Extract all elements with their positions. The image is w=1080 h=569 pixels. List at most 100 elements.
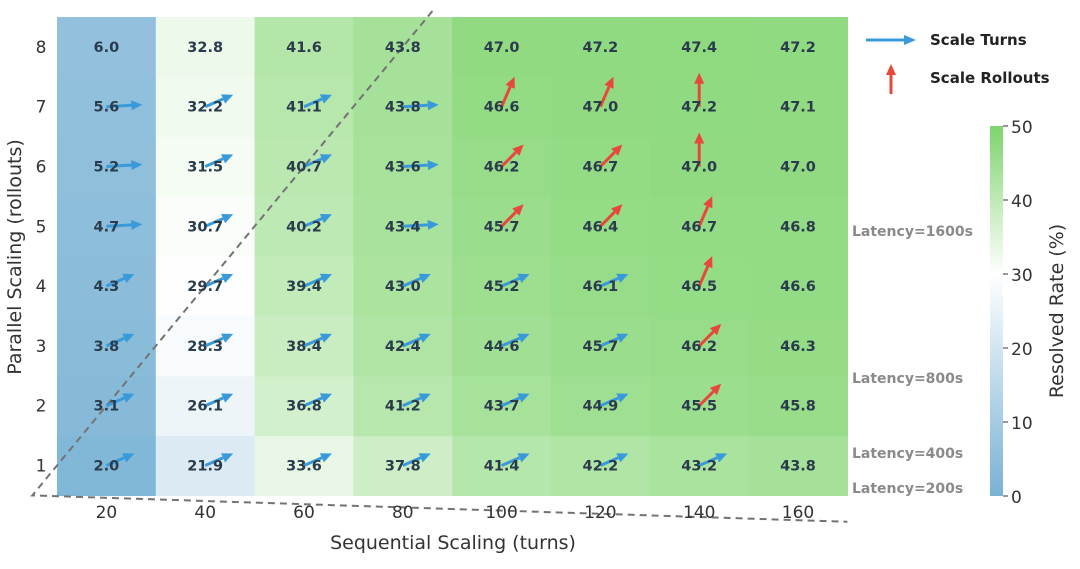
colorbar-tick-label: 20 [1011,340,1033,360]
y-tick-label: 6 [36,158,47,178]
arrow-head [418,453,431,463]
heatmap-cell [551,76,651,138]
scale-turns-arrow [501,336,521,348]
x-tick-label: 40 [194,503,216,523]
arrow-head [512,204,524,216]
y-tick-label: 2 [36,397,47,417]
scale-turns-arrow [204,277,224,288]
arrow-head [709,323,722,336]
scale-rollouts-arrow [697,205,710,227]
arrow-head [131,100,143,111]
heatmap-cell [57,17,157,78]
cell-value: 46.2 [681,339,717,355]
arrow-head [715,453,728,463]
cell-value: 46.1 [583,279,619,295]
cell-value-labels: 2.0 21.9 33.6 37.8 41.4 42.2 43.2 43.8 3.1 26.1 36… [94,40,816,475]
cell-value: 46.6 [484,100,520,116]
arrow-head [427,219,439,230]
cell-value: 42.2 [583,459,619,475]
arrow-head [319,333,332,343]
y-axis-ticks: 1 2 3 4 5 6 7 8 [36,38,47,477]
arrow-head [122,453,135,463]
colorbar-ticks: 0 10 20 30 40 50 [1003,118,1033,508]
cell-value: 3.1 [94,399,120,415]
cell-value: 28.3 [187,339,223,355]
arrow-head [616,393,629,403]
cell-value: 40.2 [286,219,322,235]
cell-value: 3.8 [94,339,120,355]
x-tick-label: 20 [96,503,118,523]
cell-value: 47.0 [583,100,619,116]
cell-value: 32.8 [187,40,223,56]
colorbar-tick-label: 30 [1011,266,1033,286]
cell-value: 43.4 [385,219,421,235]
arrow-head [221,453,234,463]
heatmap-cell [551,136,651,197]
cell-value: 47.2 [583,40,619,56]
arrow-head [319,214,332,224]
legend: Scale Turns Scale Rollouts [866,31,1050,94]
cell-value: 46.3 [780,339,816,355]
heatmap-cell [748,435,848,496]
cell-value: 31.5 [187,160,223,176]
scale-rollouts-arrow [500,211,517,228]
arrow-head [703,256,713,269]
arrow-head [616,273,629,283]
cell-value: 47.1 [780,100,816,116]
x-tick-label: 80 [392,503,414,523]
latency-label: Latency=800s [852,371,963,387]
cell-value: 4.3 [94,279,120,295]
scale-rollouts-arrow [500,86,512,108]
arrow-head [694,132,705,144]
cell-value: 30.7 [187,219,223,235]
scale-rollouts-arrow [500,151,517,168]
arrow-head [319,273,332,283]
scale-turns-arrow [599,396,619,408]
heatmap-cell [155,17,256,78]
scale-turns-arrow [105,396,125,408]
colorbar-tick-label: 10 [1011,414,1033,434]
cell-value: 46.8 [780,219,816,235]
arrow-head [517,273,530,283]
arrow-head [517,333,530,343]
cell-value: 4.7 [94,219,120,235]
y-tick-label: 3 [36,337,47,357]
arrow-head [221,393,234,403]
cell-value: 47.2 [681,100,717,116]
cell-value: 45.2 [484,279,520,295]
arrow-head [616,453,629,463]
scale-turns-arrow [106,223,132,228]
arrow-head [694,72,705,84]
scale-turns-arrow [303,277,323,288]
cell-value: 46.6 [780,279,816,295]
cell-value: 33.6 [286,459,322,475]
colorbar-label: Resolved Rate (%) [1046,224,1068,398]
scale-turns-arrow [204,97,224,109]
legend-scale-rollouts-label: Scale Rollouts [930,69,1050,87]
scale-turns-arrow [303,396,323,408]
arrow-head [131,160,143,171]
arrow-head [505,76,515,89]
scale-turns-arrow [501,396,521,408]
scale-turns-arrow [599,336,619,348]
scale-turns-arrow [105,336,125,348]
arrow-head [418,273,431,283]
scale-turns-arrow [402,163,428,168]
scale-rollouts-arrow [599,86,611,108]
cell-value: 47.4 [681,40,717,56]
arrow-head [709,383,722,395]
heatmap-cell [649,196,750,257]
arrow-head [517,393,530,403]
heatmap-cell [748,196,848,257]
arrow-head [517,453,530,463]
arrow-head [418,393,431,403]
scale-turns-arrow [599,456,619,467]
cell-value: 5.2 [94,160,120,176]
arrow-head [418,333,431,343]
scale-rollouts-arrow [698,390,715,407]
arrow-head [122,333,135,343]
scale-rollouts-arrow-head [886,64,896,75]
heatmap-cell [551,196,651,257]
arrow-head [611,204,623,216]
scale-turns-arrow [105,456,125,467]
